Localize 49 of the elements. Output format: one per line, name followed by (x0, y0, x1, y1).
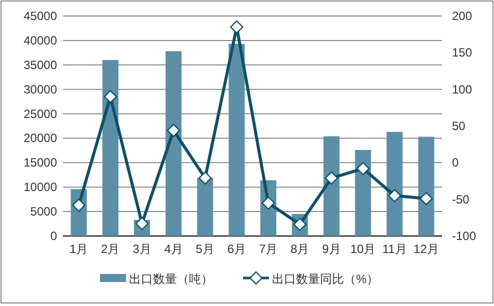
point (135, 216, 149, 230)
point (356, 162, 370, 176)
point (324, 171, 338, 185)
y-tick-label: 40000 (24, 33, 58, 48)
x-tick-label: 2月 (101, 242, 120, 256)
y-tick-label: 0 (50, 229, 58, 243)
x-tick-label: 11月 (382, 242, 407, 256)
y2-tick-label: -50 (452, 192, 470, 206)
x-tick-label: 9月 (322, 242, 341, 256)
x-tick-label: 3月 (132, 242, 152, 256)
y2-tick-label: 200 (452, 9, 472, 23)
bar (197, 178, 214, 236)
y-tick-label: 30000 (24, 82, 58, 96)
point (388, 189, 402, 202)
y-tick-label: 45000 (24, 9, 58, 23)
bar (355, 150, 372, 236)
x-tick-label: 4月 (164, 242, 183, 256)
x-tick-label: 7月 (258, 242, 278, 256)
bar (323, 136, 340, 236)
bar (102, 60, 118, 236)
x-tick-label: 1月 (69, 242, 88, 256)
y2-tick-label: 50 (452, 119, 466, 133)
y-tick-label: 35000 (24, 58, 58, 72)
y2-tick-label: 100 (452, 82, 472, 96)
bar (228, 44, 245, 236)
bar (418, 136, 434, 236)
point (104, 90, 117, 104)
y2-tick-label: -100 (452, 229, 476, 243)
y-tick-label: 25000 (24, 106, 58, 121)
point (420, 192, 433, 206)
legend-label: 出口数量同比（%） (272, 272, 379, 286)
y2-tick-label: 0 (452, 156, 459, 170)
x-tick-label: 12月 (414, 242, 439, 256)
point (230, 20, 244, 34)
y-tick-label: 15000 (24, 156, 58, 170)
y-tick-label: 10000 (24, 180, 58, 194)
y2-tick-label: 150 (452, 46, 472, 60)
point (166, 124, 180, 137)
x-tick-label: 6月 (227, 242, 246, 256)
y-tick-label: 5000 (30, 204, 58, 219)
legend-label: 出口数量（吨） (129, 272, 213, 286)
x-tick-label: 5月 (196, 242, 214, 256)
x-tick-label: 8月 (290, 242, 310, 256)
x-tick-label: 10月 (350, 242, 376, 256)
point (198, 171, 212, 185)
bar (166, 51, 182, 236)
bar (386, 132, 403, 236)
y-tick-label: 20000 (24, 131, 58, 146)
point (72, 198, 86, 212)
